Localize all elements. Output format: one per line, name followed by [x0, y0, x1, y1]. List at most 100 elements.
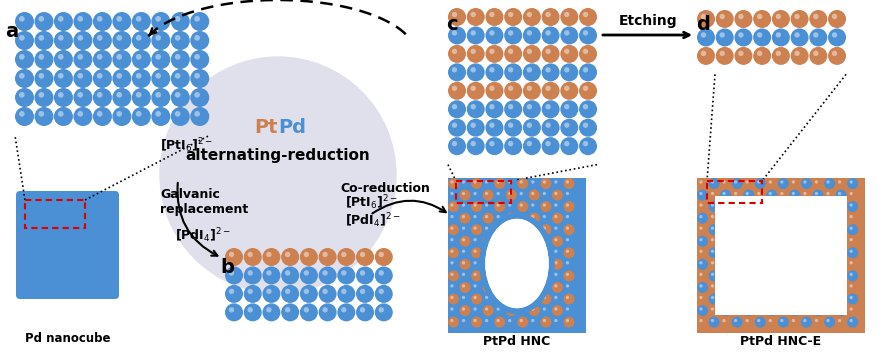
Circle shape: [546, 12, 551, 17]
Circle shape: [746, 261, 748, 264]
Circle shape: [723, 307, 725, 311]
Circle shape: [15, 12, 34, 31]
Text: [PdI$_4$]$^{2-}$: [PdI$_4$]$^{2-}$: [175, 226, 231, 245]
Circle shape: [792, 238, 795, 241]
Circle shape: [466, 137, 485, 155]
Circle shape: [554, 284, 557, 288]
Circle shape: [778, 317, 789, 328]
Circle shape: [517, 317, 529, 328]
Circle shape: [542, 137, 560, 155]
Circle shape: [319, 285, 336, 303]
Circle shape: [322, 252, 328, 257]
Circle shape: [781, 284, 783, 288]
Circle shape: [540, 213, 552, 224]
Circle shape: [527, 49, 532, 54]
Circle shape: [58, 92, 64, 98]
Circle shape: [561, 45, 579, 63]
Circle shape: [801, 178, 812, 189]
Circle shape: [697, 294, 708, 305]
Circle shape: [452, 141, 457, 146]
Circle shape: [734, 261, 737, 264]
Circle shape: [755, 317, 765, 328]
Circle shape: [97, 92, 102, 98]
Circle shape: [792, 296, 795, 299]
Circle shape: [375, 285, 392, 303]
Circle shape: [546, 104, 551, 109]
Circle shape: [789, 305, 800, 316]
Circle shape: [826, 238, 829, 241]
Circle shape: [77, 54, 83, 60]
Circle shape: [847, 178, 858, 189]
Circle shape: [117, 73, 122, 79]
Circle shape: [527, 30, 532, 36]
Circle shape: [151, 31, 170, 50]
Circle shape: [826, 180, 829, 184]
Circle shape: [711, 215, 714, 218]
Circle shape: [697, 201, 708, 212]
Circle shape: [746, 180, 748, 184]
Circle shape: [448, 100, 466, 118]
Circle shape: [112, 50, 132, 69]
Circle shape: [746, 203, 748, 207]
Circle shape: [35, 12, 53, 31]
Circle shape: [494, 201, 506, 212]
Circle shape: [732, 224, 742, 235]
Circle shape: [462, 192, 465, 195]
Circle shape: [540, 282, 552, 293]
Circle shape: [583, 122, 588, 128]
Circle shape: [494, 282, 506, 293]
Circle shape: [35, 31, 53, 50]
Circle shape: [546, 30, 551, 36]
Circle shape: [566, 250, 569, 253]
Circle shape: [776, 32, 781, 38]
Circle shape: [494, 271, 506, 282]
Circle shape: [769, 284, 772, 288]
Circle shape: [755, 247, 765, 258]
Circle shape: [190, 69, 209, 88]
Circle shape: [360, 307, 365, 312]
Circle shape: [566, 307, 569, 311]
Circle shape: [804, 296, 806, 299]
Circle shape: [746, 284, 748, 288]
Circle shape: [490, 12, 495, 17]
Circle shape: [720, 271, 731, 282]
Circle shape: [813, 14, 819, 19]
Circle shape: [755, 190, 765, 201]
Circle shape: [459, 236, 471, 247]
Circle shape: [490, 30, 495, 36]
Circle shape: [531, 250, 535, 253]
Circle shape: [757, 192, 760, 195]
Circle shape: [450, 307, 454, 311]
Circle shape: [734, 284, 737, 288]
Circle shape: [778, 294, 789, 305]
Circle shape: [711, 203, 714, 207]
Circle shape: [804, 319, 806, 322]
Circle shape: [809, 10, 828, 28]
Circle shape: [837, 226, 841, 230]
Circle shape: [171, 69, 190, 88]
Circle shape: [792, 273, 795, 276]
Circle shape: [746, 319, 748, 322]
Circle shape: [778, 236, 789, 247]
Circle shape: [566, 284, 569, 288]
Circle shape: [836, 259, 846, 270]
Circle shape: [552, 178, 563, 189]
Circle shape: [836, 305, 846, 316]
Circle shape: [815, 307, 818, 311]
Circle shape: [778, 201, 789, 212]
Circle shape: [543, 215, 546, 218]
Circle shape: [490, 49, 495, 54]
Circle shape: [73, 69, 93, 88]
Circle shape: [341, 289, 346, 294]
Circle shape: [700, 226, 702, 230]
Circle shape: [789, 201, 800, 212]
Circle shape: [708, 317, 719, 328]
Circle shape: [485, 261, 489, 264]
Circle shape: [459, 178, 471, 189]
Circle shape: [828, 10, 846, 28]
Circle shape: [190, 50, 209, 69]
Circle shape: [448, 63, 466, 81]
Circle shape: [156, 35, 161, 41]
Circle shape: [156, 92, 161, 98]
Bar: [697, 178, 865, 333]
